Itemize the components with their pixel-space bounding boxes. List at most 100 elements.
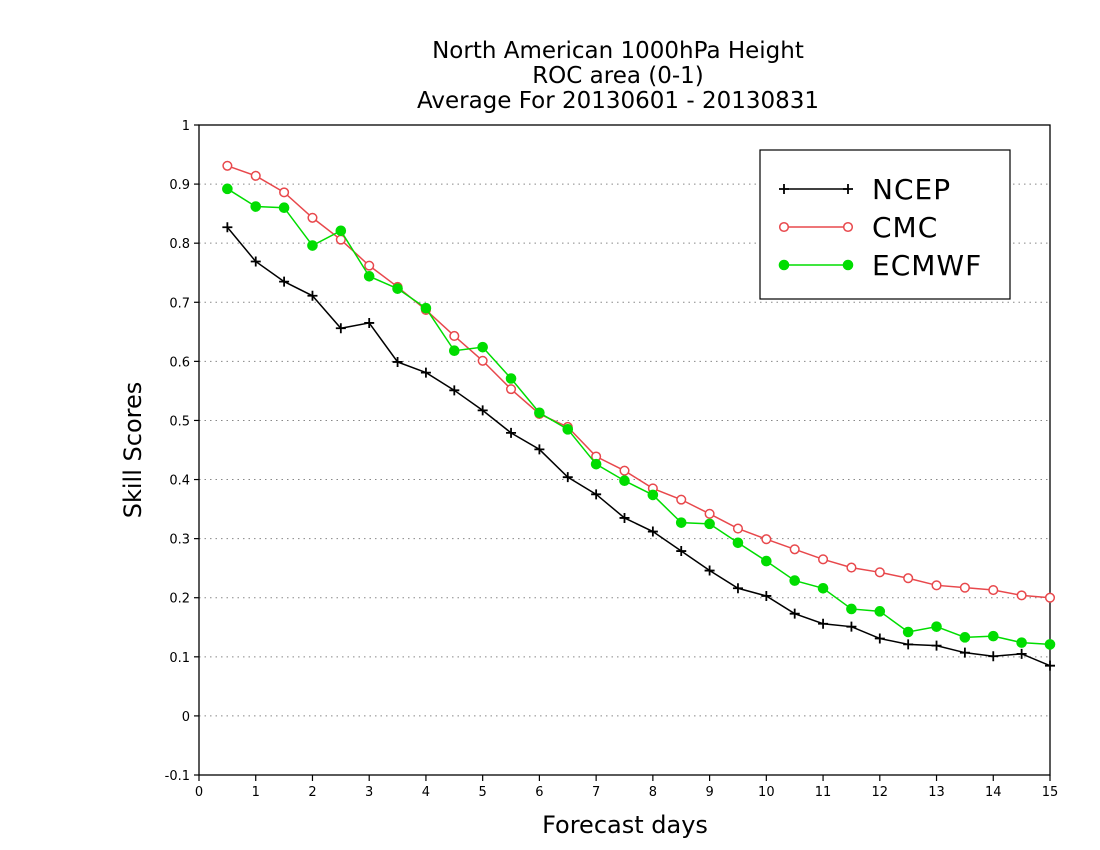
series-ecmwf — [222, 183, 1056, 650]
data-point — [789, 575, 801, 586]
data-point — [874, 633, 885, 644]
y-tick-label: 1 — [182, 119, 190, 134]
data-point — [1016, 590, 1027, 601]
data-point — [1016, 637, 1027, 648]
x-tick-label: 5 — [479, 785, 487, 800]
data-point — [704, 565, 715, 576]
series-ncep — [222, 222, 1055, 671]
data-point — [420, 367, 431, 378]
data-point — [307, 240, 318, 251]
data-point — [903, 639, 914, 650]
data-point — [789, 544, 800, 555]
data-point — [307, 290, 318, 301]
chart-title: North American 1000hPa Height ROC area (… — [417, 38, 819, 114]
x-tick-label: 8 — [649, 785, 657, 800]
data-point — [931, 621, 942, 632]
data-point — [676, 494, 687, 505]
data-point — [392, 356, 403, 367]
x-tick-label: 15 — [1042, 785, 1059, 800]
data-point — [647, 489, 659, 501]
data-point — [874, 606, 886, 617]
data-point — [619, 475, 630, 487]
data-point — [778, 221, 790, 233]
x-tick-label: 9 — [705, 785, 713, 800]
data-point — [959, 632, 971, 643]
x-tick-label: 6 — [535, 785, 543, 800]
data-point — [1044, 592, 1056, 603]
y-tick-label: 0.8 — [169, 237, 190, 252]
data-point — [222, 160, 233, 171]
plot-area — [198, 124, 1051, 776]
data-point — [874, 567, 885, 578]
data-point — [534, 407, 545, 419]
y-tick-label: 0 — [182, 710, 190, 725]
y-tick-label: 0.4 — [169, 474, 190, 489]
data-point — [761, 590, 772, 601]
data-point — [364, 260, 375, 271]
title-line-3: Average For 20130601 - 20130831 — [417, 88, 819, 114]
data-point — [931, 640, 942, 651]
data-point — [250, 201, 262, 212]
title-line-2: ROC area (0-1) — [532, 63, 704, 89]
title-line-1: North American 1000hPa Height — [432, 38, 804, 64]
data-point — [843, 184, 853, 194]
data-point — [279, 276, 290, 287]
data-point — [846, 603, 857, 615]
axes: -0.100.10.20.30.40.50.60.70.80.910 1 2 3 4 5 6… — [165, 119, 1059, 800]
data-point — [903, 573, 914, 584]
data-point — [477, 355, 488, 366]
y-tick-label: 0.6 — [169, 355, 190, 370]
legend-item-cmc: CMC — [778, 211, 938, 244]
y-tick-label: 0.1 — [169, 651, 190, 666]
data-point — [505, 373, 517, 384]
x-tick-label: 1 — [252, 785, 260, 800]
x-tick-label: 7 — [592, 785, 600, 800]
data-point — [778, 259, 790, 271]
data-point — [818, 618, 829, 629]
data-point — [817, 582, 829, 594]
data-point — [988, 584, 999, 596]
data-point — [222, 222, 233, 233]
data-point — [789, 608, 800, 619]
data-point — [1044, 639, 1056, 650]
data-point — [988, 651, 999, 662]
x-tick-label: 10 — [758, 785, 775, 800]
data-point — [846, 562, 857, 573]
data-point — [1016, 648, 1027, 659]
data-point — [959, 647, 970, 658]
y-tick-label: 0.2 — [169, 592, 190, 607]
legend-label: CMC — [872, 211, 938, 244]
data-point — [619, 512, 630, 523]
y-tick-label: 0.5 — [169, 414, 190, 429]
data-point — [505, 384, 517, 395]
y-tick-label: 0.3 — [169, 533, 190, 548]
data-point — [842, 221, 854, 233]
data-point — [846, 621, 857, 632]
data-point — [676, 546, 687, 557]
x-tick-label: 4 — [422, 785, 430, 800]
data-point — [732, 537, 744, 549]
data-point — [647, 526, 658, 537]
x-tick-label: 13 — [928, 785, 945, 800]
data-point — [477, 405, 488, 416]
data-point — [392, 283, 403, 294]
data-point — [590, 458, 602, 470]
data-point — [335, 323, 346, 334]
data-point — [420, 302, 432, 314]
data-point — [732, 523, 744, 534]
data-point — [363, 270, 375, 282]
legend-box — [759, 149, 1011, 300]
data-point — [278, 202, 290, 214]
data-point — [675, 517, 687, 528]
data-point — [562, 472, 573, 483]
data-point — [902, 626, 914, 638]
data-point — [222, 183, 233, 195]
x-tick-label: 3 — [365, 785, 373, 800]
y-tick-label: 0.9 — [169, 178, 190, 193]
data-point — [562, 424, 574, 435]
data-point — [477, 341, 488, 353]
data-point — [364, 317, 375, 328]
data-point — [534, 444, 545, 455]
x-tick-label: 11 — [815, 785, 832, 800]
